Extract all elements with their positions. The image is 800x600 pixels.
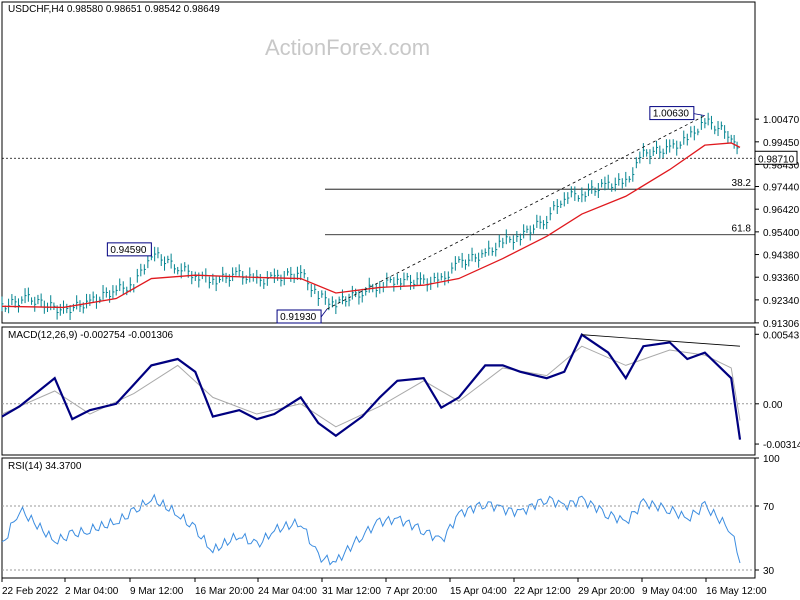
y-tick-label: 0.95400 <box>763 228 800 239</box>
x-tick-label: 22 Apr 12:00 <box>514 586 571 597</box>
price-annotation-box <box>106 242 152 257</box>
y-tick-label: 0.93360 <box>763 273 800 284</box>
macd-y-tick-label: 0.00543 <box>763 330 800 341</box>
price-annotation-label: 0.94590 <box>110 245 147 256</box>
fib-level-label: 61.8 <box>732 224 752 235</box>
macd-signal-line <box>1 345 741 428</box>
macd-panel: 0.00543 0.00 -0.003144 MACD(12,26,9) -0.002… <box>1 326 800 456</box>
fib-level-label: 38.2 <box>732 178 752 189</box>
x-tick-label: 7 Apr 20:00 <box>386 586 438 597</box>
x-tick-label: 2 Mar 04:00 <box>65 586 119 597</box>
rsi-line <box>1 493 741 566</box>
rsi-panel: 100 70 30 RSI(14) 34.3700 <box>1 454 780 579</box>
price-annotation-label: 0.91930 <box>280 312 317 323</box>
x-tick-label: 16 Mar 20:00 <box>195 586 254 597</box>
x-tick-label: 22 Feb 2022 <box>2 586 59 597</box>
x-tick-label: 15 Apr 04:00 <box>450 586 507 597</box>
y-tick-label: 1.00470 <box>763 115 800 126</box>
macd-title: MACD(12,26,9) -0.002754 -0.001306 <box>8 330 174 341</box>
price-annotation-box <box>649 106 695 121</box>
price-annotation-pointer <box>320 308 328 318</box>
rsi-panel-frame <box>1 457 756 579</box>
rsi-y-tick-label: 100 <box>763 454 780 465</box>
y-tick-label: 0.94380 <box>763 251 800 262</box>
rsi-y-tick-label: 30 <box>763 566 775 577</box>
watermark: ActionForex.com <box>265 35 430 60</box>
macd-panel-frame <box>1 326 756 456</box>
x-axis: 22 Feb 2022 2 Mar 04:00 9 Mar 12:00 16 Mar … <box>1 578 767 597</box>
macd-divergence-line <box>581 334 741 347</box>
macd-y-tick-label: -0.003144 <box>763 440 800 451</box>
y-tick-label: 0.99450 <box>763 138 800 149</box>
current-price-label: 0.98710 <box>758 154 795 165</box>
main-title: USDCHF,H4 0.98580 0.98651 0.98542 0.9864… <box>8 4 220 15</box>
x-tick-label: 9 May 04:00 <box>642 586 697 597</box>
y-tick-label: 0.98430 <box>763 160 800 171</box>
y-tick-label: 0.97440 <box>763 183 800 194</box>
price-annotation-label: 1.00630 <box>653 109 690 120</box>
y-tick-label: 0.96420 <box>763 205 800 216</box>
macd-y-tick-label: 0.00 <box>763 400 783 411</box>
x-tick-label: 24 Mar 04:00 <box>258 586 317 597</box>
uptrend-line <box>326 115 706 310</box>
x-tick-label: 9 Mar 12:00 <box>130 586 184 597</box>
main-panel: 1.00470 0.99450 0.98430 0.97440 0.96420 0.954… <box>1 1 800 330</box>
x-tick-label: 31 Mar 12:00 <box>322 586 381 597</box>
current-price-box <box>754 150 798 165</box>
macd-line <box>1 333 742 440</box>
x-tick-label: 29 Apr 20:00 <box>578 586 635 597</box>
rsi-title: RSI(14) 34.3700 <box>8 461 82 472</box>
x-tick-label: 16 May 12:00 <box>706 586 767 597</box>
y-tick-label: 0.92340 <box>763 296 800 307</box>
rsi-y-tick-label: 70 <box>763 502 775 513</box>
price-annotation-pointer <box>693 113 705 116</box>
ema-line <box>1 142 741 309</box>
y-tick-label: 0.91306 <box>763 319 800 330</box>
